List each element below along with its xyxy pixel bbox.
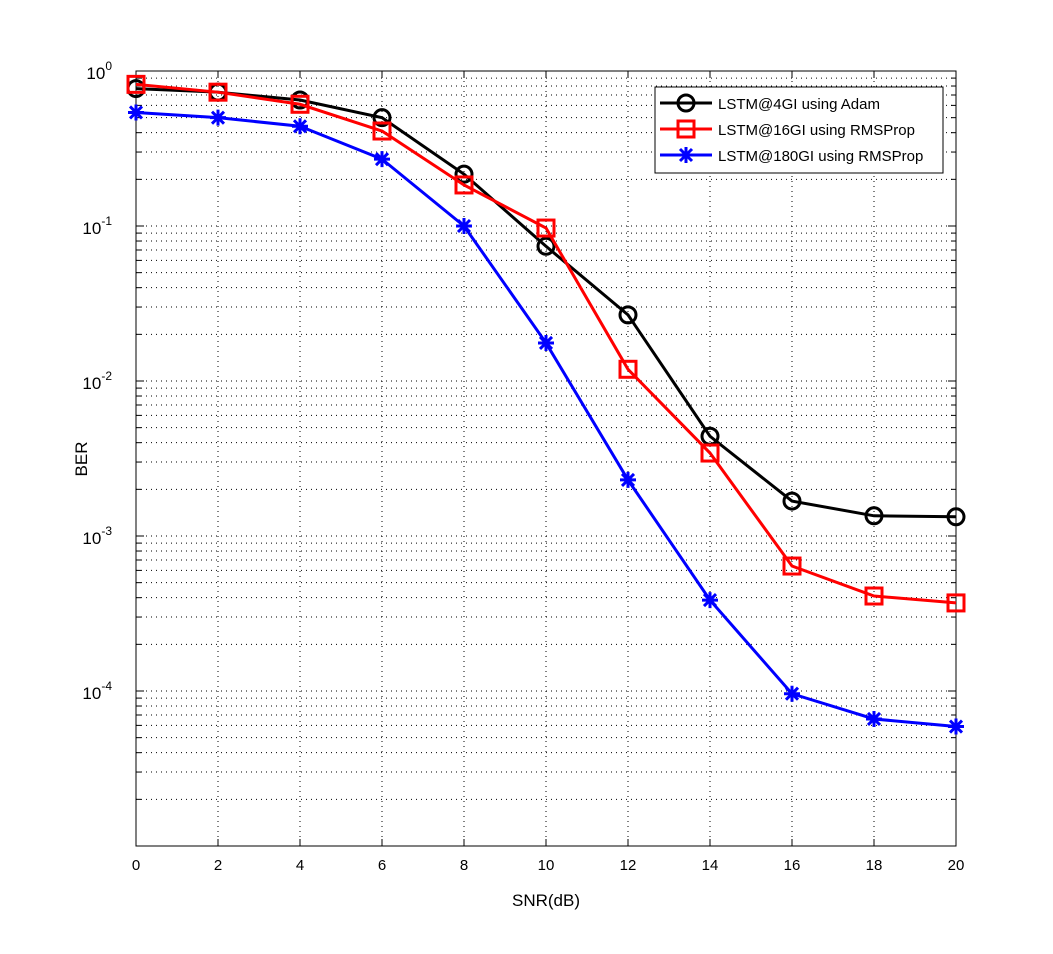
circle-marker [454,164,474,184]
x-tick-label: 14 [702,857,719,874]
circle-marker [536,236,556,256]
x-tick-label: 12 [620,857,637,874]
square-marker [700,443,720,463]
series-3 [128,104,964,735]
asterisk-marker [784,685,800,702]
grid [136,71,956,846]
asterisk-marker [948,718,964,735]
square-marker [864,586,884,606]
asterisk-marker [702,592,718,609]
series-2 [126,74,966,613]
legend-label: LSTM@180GI using RMSProp [718,148,923,165]
series-layer [126,74,966,735]
plot-frame [135,70,957,847]
circle-marker [946,507,966,527]
asterisk-marker [538,334,554,351]
asterisk-marker [866,710,882,727]
y-tick-label: 10-4 [82,679,112,703]
asterisk-marker [620,471,636,488]
y-tick-label: 10-1 [82,214,112,238]
legend: LSTM@4GI using Adam LSTM@16GI using RMSPr… [654,86,944,174]
square-marker [946,593,966,613]
legend-item: LSTM@4GI using Adam [660,93,880,113]
square-marker [618,359,638,379]
x-tick-label: 8 [460,857,468,874]
legend-label: LSTM@16GI using RMSProp [718,122,915,139]
y-tick-label: 10-3 [82,524,112,548]
asterisk-marker [292,118,308,135]
circle-marker [618,305,638,325]
asterisk-marker [374,151,390,168]
x-tick-label: 0 [132,857,140,874]
circle-marker [864,506,884,526]
x-tick-label: 16 [784,857,801,874]
square-marker [372,121,392,141]
axes: 0 2 4 6 8 10 12 14 16 18 20 100 10-1 10-2 10-3 10-4 [82,59,964,874]
series-line [135,110,957,729]
square-marker [126,74,146,94]
x-tick-label: 18 [866,857,883,874]
square-marker [676,119,696,139]
square-marker [208,82,228,102]
x-tick-label: 20 [948,857,965,874]
y-tick-label: 10-2 [82,369,112,393]
asterisk-marker [210,109,226,126]
x-tick-label: 10 [538,857,555,874]
y-axis-label: BER [72,442,91,477]
square-marker [454,175,474,195]
legend-item: LSTM@16GI using RMSProp [660,119,915,139]
x-tick-label: 4 [296,857,304,874]
asterisk-marker [678,147,694,163]
square-marker [536,218,556,238]
y-tick-label: 100 [86,59,112,83]
circle-marker [676,93,696,113]
legend-item: LSTM@180GI using RMSProp [660,147,923,165]
legend-label: LSTM@4GI using Adam [718,96,880,113]
series-line [135,87,957,519]
circle-marker [782,491,802,511]
asterisk-marker [128,104,144,121]
asterisk-marker [456,218,472,234]
x-tick-label: 6 [378,857,386,874]
series-line [135,82,957,605]
square-marker [290,94,310,114]
x-tick-label: 2 [214,857,222,874]
x-axis-label: SNR(dB) [512,891,580,910]
circle-marker [372,108,392,128]
square-marker [782,556,802,576]
